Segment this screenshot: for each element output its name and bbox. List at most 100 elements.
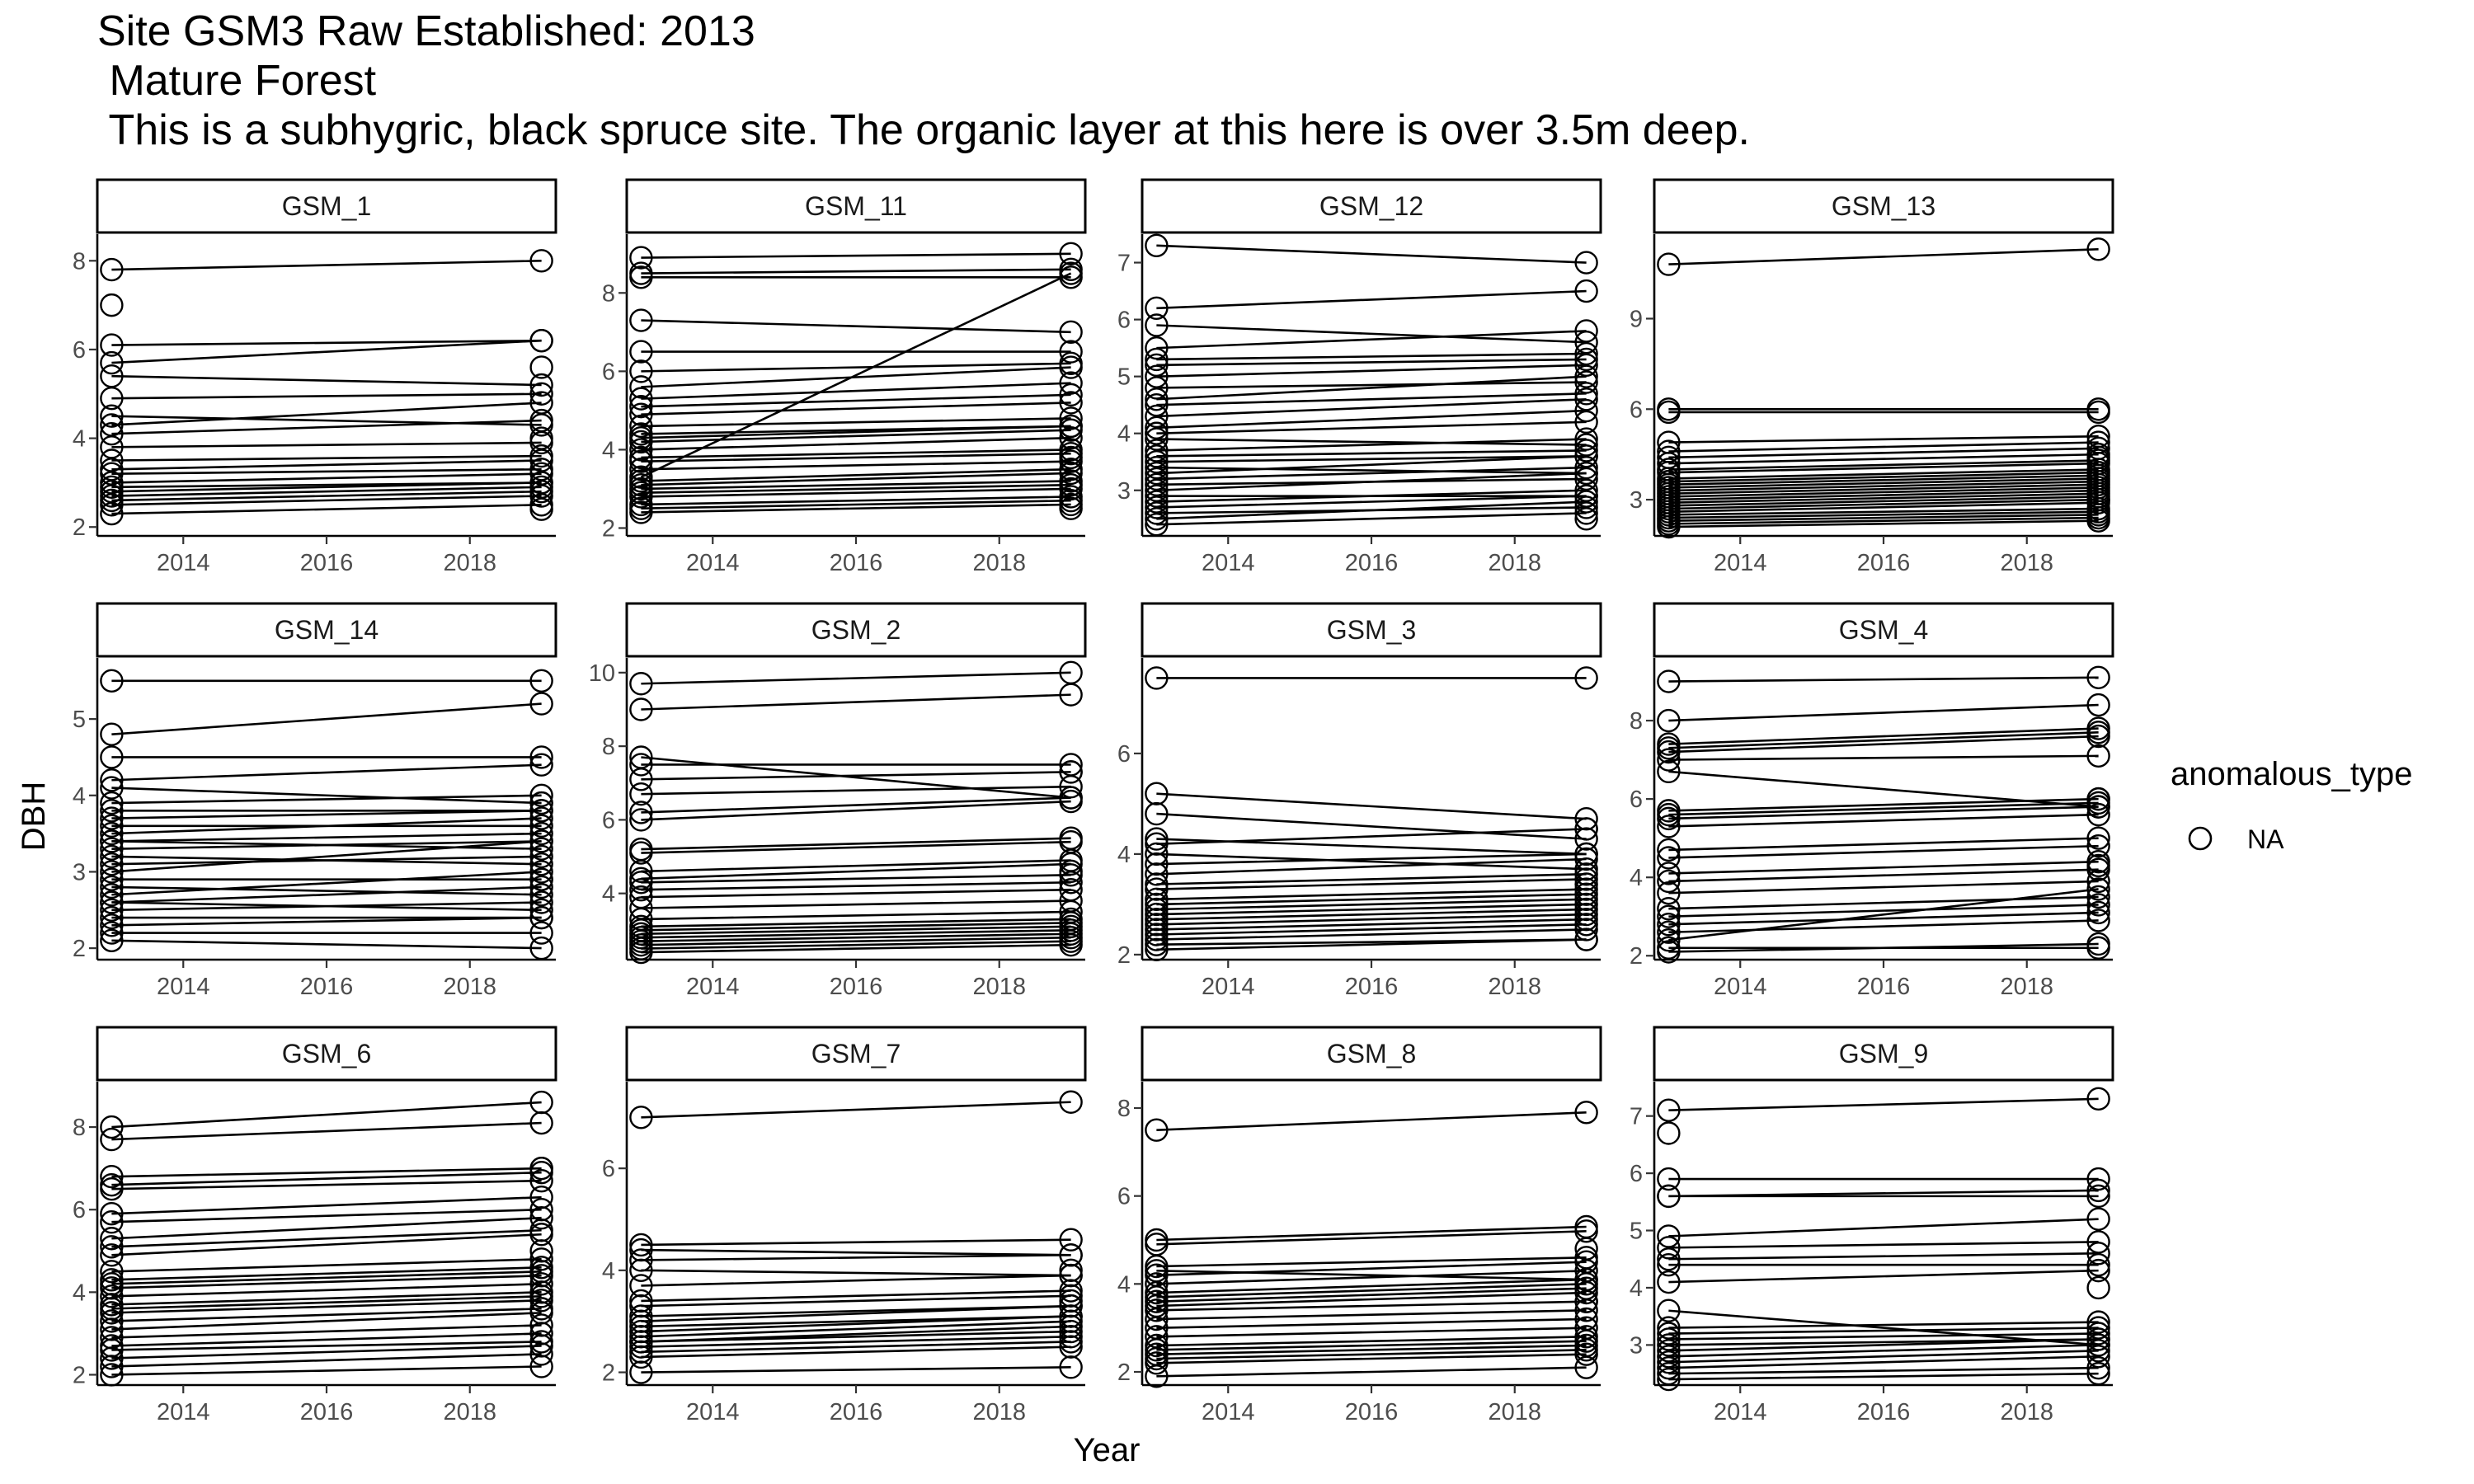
x-tick-label: 2018 bbox=[972, 1399, 1026, 1425]
point-2013 bbox=[100, 333, 124, 357]
tree-line bbox=[1156, 1300, 1587, 1312]
point-2019 bbox=[1574, 490, 1598, 514]
point-2013 bbox=[1145, 801, 1169, 826]
y-tick-label: 6 bbox=[1117, 1184, 1131, 1210]
tree-line bbox=[641, 800, 1071, 821]
tree-line bbox=[641, 928, 1071, 939]
point-2013 bbox=[100, 1235, 124, 1259]
tree-line bbox=[1668, 895, 2099, 910]
point-2019 bbox=[1574, 439, 1598, 463]
tree-line bbox=[641, 436, 1071, 451]
legend: anomalous_type NA bbox=[2171, 756, 2413, 854]
tree-line bbox=[111, 454, 542, 462]
point-2013 bbox=[629, 1294, 653, 1318]
tree-line bbox=[641, 936, 1071, 946]
point-2019 bbox=[529, 1355, 553, 1378]
tree-line bbox=[1668, 1241, 2099, 1249]
tree-line bbox=[1668, 703, 2099, 722]
point-2019 bbox=[1574, 1355, 1598, 1379]
point-2013 bbox=[1145, 892, 1169, 917]
point-2013 bbox=[629, 1360, 653, 1384]
point-2013 bbox=[629, 402, 653, 426]
point-2013 bbox=[629, 1258, 653, 1283]
point-2019 bbox=[2086, 1258, 2110, 1283]
tree-line bbox=[1156, 1287, 1587, 1303]
tree-line bbox=[641, 785, 1071, 796]
facet-strip-label: GSM_14 bbox=[275, 615, 379, 645]
tree-line bbox=[111, 1228, 542, 1248]
point-2019 bbox=[529, 860, 553, 884]
x-tick-label: 2014 bbox=[686, 1399, 740, 1425]
point-2013 bbox=[629, 430, 653, 454]
point-2019 bbox=[1574, 847, 1598, 871]
point-single bbox=[1059, 445, 1083, 470]
point-2019 bbox=[2086, 1167, 2110, 1191]
point-2013 bbox=[1145, 313, 1169, 337]
tree-line bbox=[1668, 468, 2099, 480]
point-2013 bbox=[100, 806, 124, 830]
tree-line bbox=[641, 467, 1071, 482]
tree-line bbox=[111, 259, 542, 271]
point-2013 bbox=[629, 753, 653, 777]
point-2013 bbox=[1145, 439, 1169, 463]
point-2013 bbox=[1145, 490, 1169, 514]
y-tick-label: 3 bbox=[73, 859, 86, 885]
y-tick-label: 7 bbox=[1630, 1104, 1643, 1130]
tree-line bbox=[641, 252, 1071, 259]
tree-line bbox=[111, 1345, 542, 1360]
tree-line bbox=[641, 899, 1071, 909]
tree-line bbox=[1156, 1340, 1587, 1351]
title-line-3: This is a subhygric, black spruce site. … bbox=[97, 106, 1750, 154]
tree-line bbox=[111, 402, 542, 426]
y-tick-label: 2 bbox=[1117, 942, 1131, 969]
point-2013 bbox=[1145, 1351, 1169, 1375]
y-tick-label: 6 bbox=[602, 359, 615, 385]
tree-line bbox=[641, 1294, 1071, 1308]
point-2013 bbox=[100, 898, 124, 922]
facet-strip bbox=[625, 602, 1087, 658]
tree-line bbox=[1156, 1261, 1587, 1276]
tree-line bbox=[641, 487, 1071, 498]
tree-line bbox=[1156, 438, 1587, 452]
tree-line bbox=[641, 1253, 1071, 1261]
y-tick-label: 6 bbox=[1117, 308, 1131, 334]
x-tick-label: 2016 bbox=[830, 974, 883, 1000]
title-line-2: Mature Forest bbox=[97, 57, 377, 105]
tree-line bbox=[1668, 477, 2099, 489]
tree-line bbox=[1668, 813, 2099, 828]
point-2013 bbox=[1657, 881, 1681, 905]
point-2013 bbox=[1657, 514, 1681, 539]
tree-line bbox=[1668, 1332, 2099, 1341]
tree-line bbox=[111, 374, 542, 387]
point-2013 bbox=[100, 921, 124, 945]
x-tick-label: 2018 bbox=[443, 550, 496, 576]
point-2019 bbox=[1574, 1101, 1598, 1125]
point-2013 bbox=[1145, 416, 1169, 439]
point-2013 bbox=[1145, 376, 1169, 400]
point-2019 bbox=[2086, 834, 2110, 858]
tree-line bbox=[641, 1366, 1071, 1374]
tree-line bbox=[641, 771, 1071, 781]
point-2019 bbox=[529, 852, 553, 876]
tree-line bbox=[1668, 754, 2099, 761]
point-2013 bbox=[629, 1314, 653, 1339]
point-2013 bbox=[100, 1115, 124, 1139]
point-2019 bbox=[1059, 932, 1083, 957]
tree-line bbox=[111, 787, 542, 805]
point-2013 bbox=[1657, 806, 1681, 831]
facet-strip bbox=[96, 602, 557, 658]
tree-line bbox=[1668, 248, 2099, 265]
tree-line bbox=[641, 881, 1071, 891]
tree-line bbox=[641, 1335, 1071, 1348]
point-2013 bbox=[100, 928, 124, 953]
tree-line bbox=[111, 1233, 542, 1256]
tree-line bbox=[1668, 516, 2099, 525]
tree-line bbox=[1156, 828, 1587, 845]
point-2013 bbox=[1657, 1327, 1681, 1351]
point-2013 bbox=[629, 500, 653, 524]
legend-label-na: NA bbox=[2247, 824, 2284, 854]
y-tick-label: 6 bbox=[1117, 741, 1131, 768]
facet-strip bbox=[96, 178, 557, 234]
point-2013 bbox=[1145, 827, 1169, 851]
